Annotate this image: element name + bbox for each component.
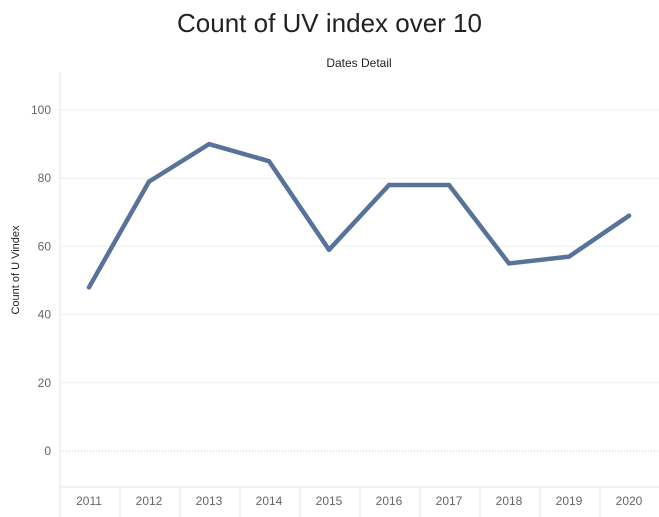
axes [59,72,659,517]
x-tick-label: 2015 [316,494,343,508]
data-point[interactable]: 2020: 69 [626,213,632,218]
data-point[interactable]: 2016: 78 [386,182,392,188]
x-tick-label: 2018 [496,494,523,508]
data-point[interactable]: 2019: 57 [566,254,572,259]
data-point[interactable]: 2012: 79 [146,179,152,184]
data-point[interactable]: 2015: 59 [326,247,332,253]
x-tick-label: 2020 [616,494,643,508]
x-tick-label: 2019 [556,494,583,508]
data-point[interactable]: 2013: 90 [206,141,212,147]
x-axis-ticks: 2011 2012 2013 2014 2015 2016 2017 2018 2019 2020 [76,494,643,508]
x-tick-label: 2014 [256,494,283,508]
y-axis-ticks: 0 20 40 60 80 100 [31,103,51,458]
y-tick-label: 100 [31,103,51,117]
data-point[interactable]: 2014: 85 [266,158,272,164]
y-tick-label: 20 [38,376,52,390]
series-layer: 2011: 48 2012: 79 2013: 90 2014: 85 2015: 59… [86,141,632,290]
x-tick-label: 2017 [436,494,463,508]
gridlines [60,109,659,452]
x-tick-label: 2013 [196,494,223,508]
x-tick-label: 2016 [376,494,403,508]
chart-subtitle: Dates Detail [326,56,392,70]
y-tick-label: 40 [38,308,52,322]
y-tick-label: 80 [38,171,52,185]
y-tick-label: 60 [38,239,52,253]
y-tick-label: 0 [44,444,51,458]
data-point[interactable]: 2017: 78 [446,182,452,188]
x-tick-label: 2011 [76,494,102,508]
x-tick-label: 2012 [136,494,163,508]
series-line [86,141,632,290]
chart-title: Count of UV index over 10 [177,8,482,38]
data-point[interactable]: 2011: 48 [86,285,92,290]
data-point[interactable]: 2018: 55 [506,261,512,266]
